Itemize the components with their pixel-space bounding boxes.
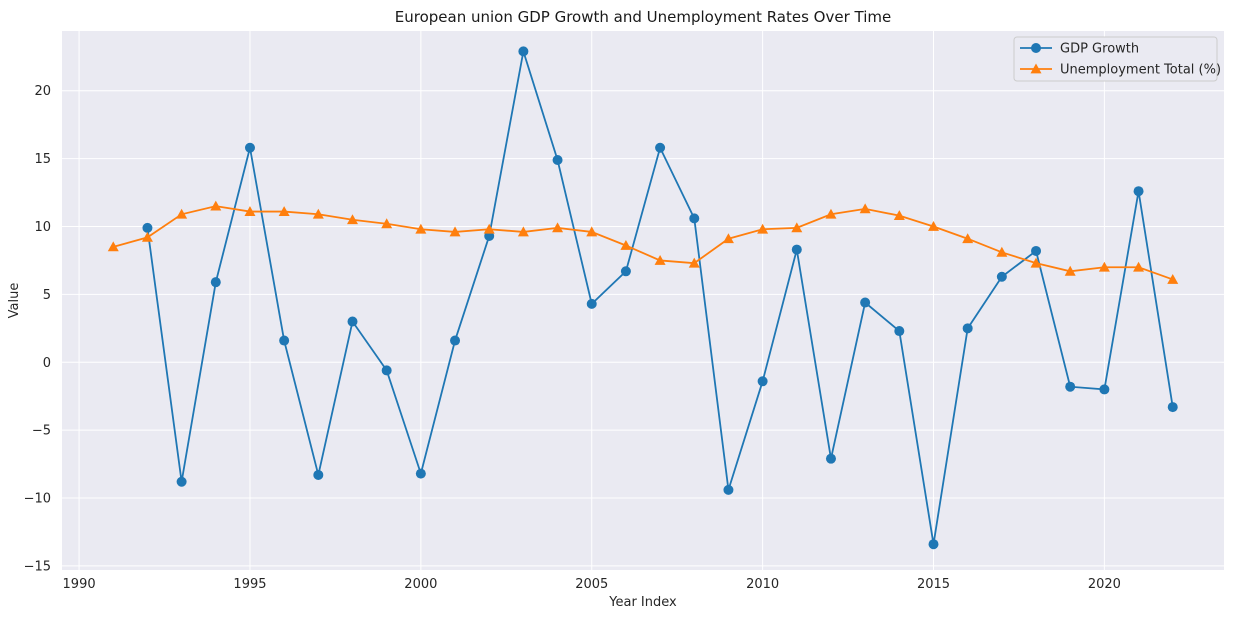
y-tick-label: −15 (24, 559, 51, 574)
gdp-growth-point (176, 476, 187, 487)
x-axis-label: Year Index (608, 595, 677, 610)
x-tick-label: 1990 (63, 577, 96, 592)
gdp-growth-point (1065, 381, 1076, 392)
x-tick-label: 2005 (575, 577, 608, 592)
x-tick-label: 2015 (917, 577, 950, 592)
unemployment-line (113, 205, 1174, 281)
series-layer (107, 46, 1179, 550)
gdp-growth-point (142, 222, 153, 233)
unemployment-point (722, 233, 734, 244)
unemployment-point (928, 221, 939, 231)
unemployment-point (141, 231, 153, 242)
gdp-growth-point (1099, 384, 1110, 395)
legend-unemployment-marker (1030, 63, 1042, 74)
unemployment-point (1133, 261, 1145, 272)
y-tick-label: 10 (34, 220, 51, 235)
gdp-growth-point (1167, 402, 1178, 413)
unemployment-point (1167, 273, 1179, 284)
gdp-growth-point (689, 213, 700, 224)
unemployment-point (483, 223, 495, 234)
unemployment-point (347, 214, 358, 225)
gdp-growth-point (996, 271, 1007, 282)
unemployment-point (552, 222, 564, 233)
y-tick-label: 15 (34, 152, 51, 167)
gdp-growth-point (313, 469, 324, 480)
gdp-growth-point (552, 154, 563, 165)
legend-gdp-growth-marker (1031, 43, 1041, 53)
plot-area (62, 31, 1224, 570)
gdp-growth-point (586, 298, 597, 309)
gdp-growth-point (894, 326, 905, 337)
unemployment-series (107, 200, 1179, 284)
gdp-growth-point (1031, 245, 1042, 256)
x-tick-label: 2000 (404, 577, 437, 592)
unemployment-point (962, 233, 974, 244)
gdp-growth-point (415, 468, 426, 479)
unemployment-point (278, 206, 290, 216)
y-axis-ticks: −15 −10 −5 0 5 10 15 20 (24, 84, 51, 574)
unemployment-point (1030, 257, 1042, 268)
unemployment-point (791, 222, 803, 233)
gdp-growth-point (757, 376, 768, 387)
legend: GDP Growth Unemployment Total (%) (1013, 36, 1221, 82)
gdp-growth-point (210, 277, 221, 288)
unemployment-point (381, 218, 393, 229)
unemployment-point (449, 226, 461, 237)
gdp-growth-point (1133, 186, 1144, 197)
gdp-growth-point (279, 335, 290, 346)
y-tick-label: 0 (43, 356, 51, 371)
gdp-growth-point (723, 484, 734, 495)
unemployment-point (586, 226, 598, 237)
y-tick-label: −10 (24, 492, 51, 507)
unemployment-point (620, 240, 632, 250)
gdp-growth-series (142, 46, 1178, 550)
gdp-growth-point (244, 142, 255, 153)
gdp-growth-point (381, 365, 392, 376)
unemployment-point (893, 210, 905, 221)
gdp-growth-point (825, 453, 836, 464)
unemployment-point (312, 208, 324, 219)
legend-box (1013, 36, 1218, 82)
gdp-growth-point (347, 316, 358, 327)
unemployment-point (688, 257, 700, 268)
y-tick-label: 5 (43, 288, 51, 303)
grid-lines (62, 31, 1224, 570)
unemployment-point (107, 241, 119, 252)
unemployment-point (415, 223, 427, 234)
unemployment-point (517, 226, 529, 237)
y-tick-label: 20 (34, 84, 51, 99)
unemployment-point (1064, 265, 1076, 276)
unemployment-point (654, 254, 666, 265)
unemployment-point (996, 246, 1008, 257)
unemployment-point (244, 206, 256, 216)
unemployment-point (176, 208, 188, 219)
gdp-growth-point (450, 335, 461, 346)
unemployment-point (1098, 261, 1110, 272)
legend-unemployment-label: Unemployment Total (%) (1060, 63, 1221, 78)
x-tick-label: 2010 (746, 577, 779, 592)
gdp-growth-point (860, 297, 871, 308)
gdp-growth-point (620, 266, 631, 277)
unemployment-point (757, 223, 769, 234)
gdp-growth-point (518, 46, 529, 57)
y-axis-label: Value (7, 283, 22, 319)
unemployment-point (825, 208, 837, 219)
x-axis-ticks: 1990 1995 2000 2005 2010 2015 2020 (63, 577, 1121, 592)
chart-title: European union GDP Growth and Unemployme… (395, 8, 892, 26)
y-tick-label: −5 (32, 424, 51, 439)
gdp-growth-point (791, 244, 802, 255)
gdp-growth-point (962, 323, 973, 334)
x-tick-label: 1995 (233, 577, 266, 592)
gdp-growth-point (655, 142, 666, 153)
unemployment-point (210, 200, 222, 211)
gdp-growth-point (928, 539, 939, 550)
x-tick-label: 2020 (1088, 577, 1121, 592)
legend-gdp-growth-label: GDP Growth (1060, 42, 1139, 57)
unemployment-point (859, 203, 871, 214)
